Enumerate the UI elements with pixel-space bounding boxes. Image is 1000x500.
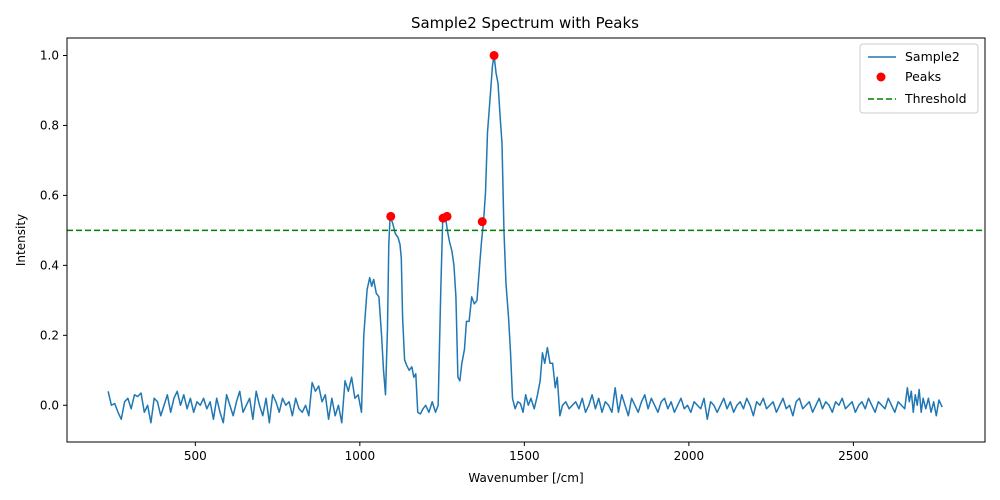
x-axis: 500 1000 1500 2000 2500 [184, 442, 869, 463]
x-axis-label: Wavenumber [/cm] [468, 471, 583, 485]
chart-title: Sample2 Spectrum with Peaks [411, 14, 639, 32]
legend-label-sample2: Sample2 [905, 49, 960, 64]
x-tick-label: 1000 [345, 449, 376, 463]
y-tick-label: 0.2 [40, 328, 59, 342]
x-tick-label: 500 [184, 449, 207, 463]
plot-area [66, 37, 986, 443]
legend: Sample2 Peaks Threshold [859, 43, 979, 114]
data-layer [67, 50, 985, 424]
x-tick-label: 1500 [509, 449, 540, 463]
peak-point [477, 217, 487, 227]
legend-label-threshold: Threshold [904, 91, 967, 106]
y-axis-label: Intensity [14, 214, 28, 266]
y-axis: 0.0 0.2 0.4 0.6 0.8 1.0 [40, 48, 67, 412]
series-line-sample2 [107, 54, 943, 424]
peak-point [386, 211, 396, 221]
x-tick-label: 2000 [674, 449, 705, 463]
plot-frame [66, 37, 986, 443]
y-tick-label: 1.0 [40, 48, 59, 62]
y-tick-label: 0.8 [40, 118, 59, 132]
legend-label-peaks: Peaks [905, 69, 941, 84]
y-tick-label: 0.0 [40, 398, 59, 412]
y-tick-label: 0.6 [40, 188, 59, 202]
peak-point [442, 211, 452, 221]
legend-box [859, 43, 979, 114]
y-tick-label: 0.4 [40, 258, 59, 272]
x-tick-label: 2500 [838, 449, 869, 463]
legend-swatch-peaks [876, 72, 886, 82]
peak-point [489, 50, 499, 60]
